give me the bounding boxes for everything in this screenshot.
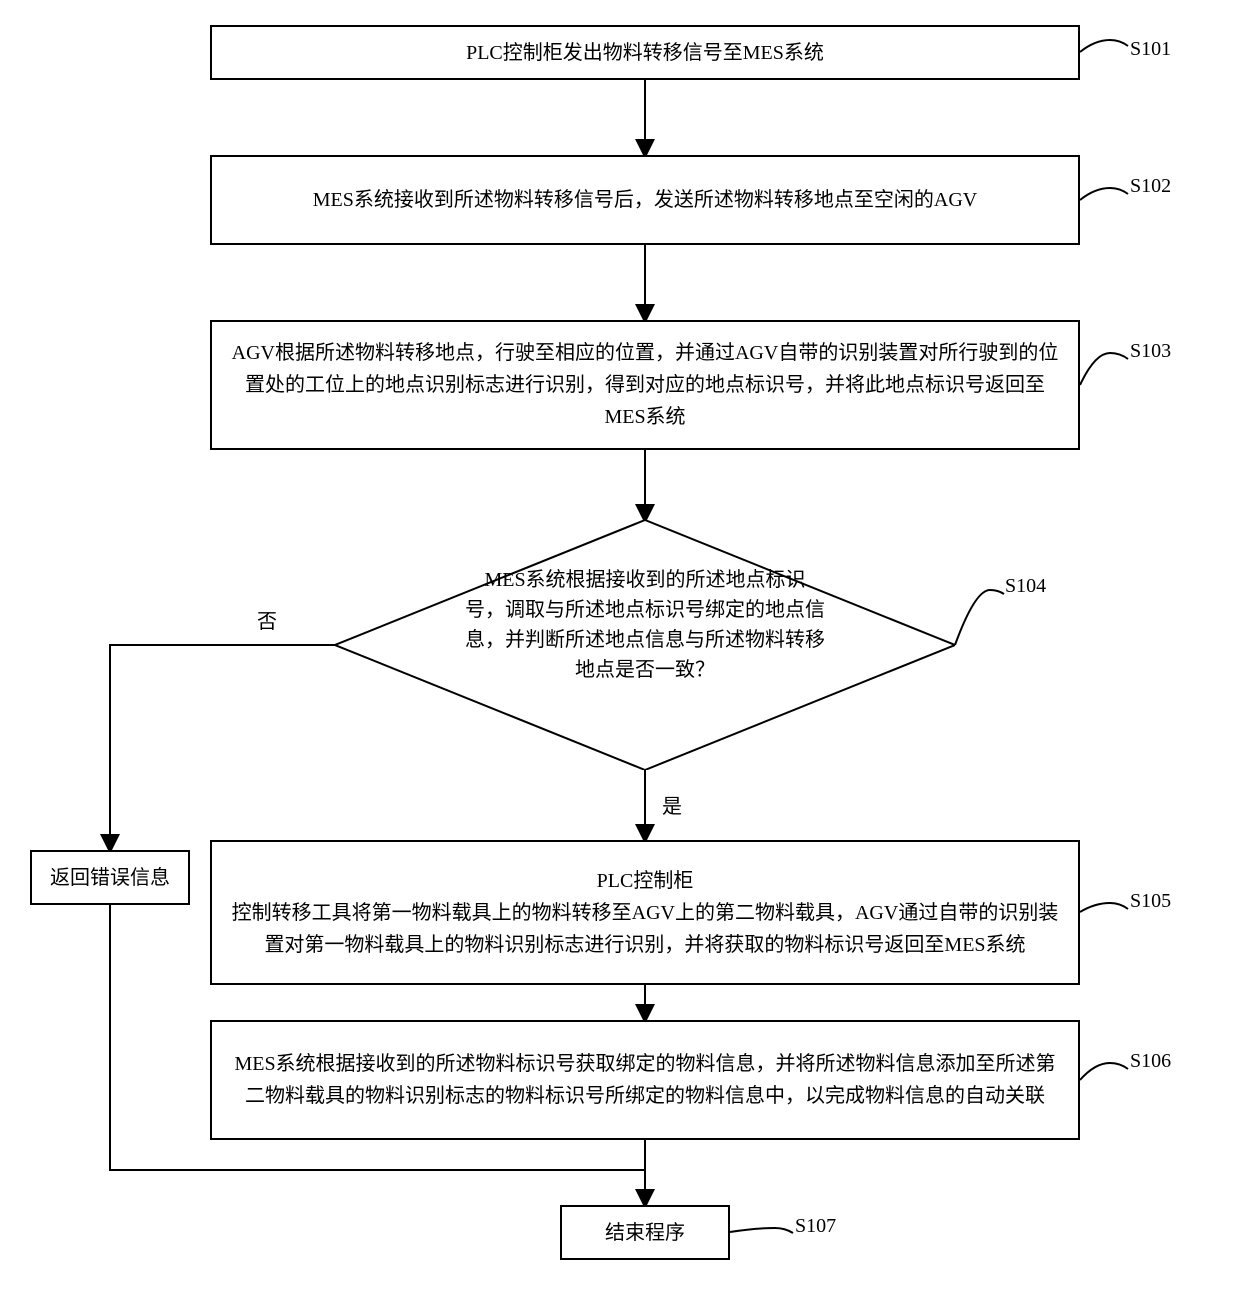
step-text: AGV根据所述物料转移地点，行驶至相应的位置，并通过AGV自带的识别装置对所行驶…	[228, 337, 1062, 433]
label-s107: S107	[795, 1215, 836, 1238]
step-s106: MES系统根据接收到的所述物料标识号获取绑定的物料信息，并将所述物料信息添加至所…	[210, 1020, 1080, 1140]
step-text: MES系统根据接收到的所述物料标识号获取绑定的物料信息，并将所述物料信息添加至所…	[228, 1048, 1062, 1112]
step-text: MES系统接收到所述物料转移信号后，发送所述物料转移地点至空闲的AGV	[313, 184, 977, 216]
label-s102: S102	[1130, 175, 1171, 198]
label-s104: S104	[1005, 575, 1046, 598]
label-s101: S101	[1130, 38, 1171, 61]
step-s107: 结束程序	[560, 1205, 730, 1260]
step-s103: AGV根据所述物料转移地点，行驶至相应的位置，并通过AGV自带的识别装置对所行驶…	[210, 320, 1080, 450]
flowchart-canvas: PLC控制柜发出物料转移信号至MES系统 MES系统接收到所述物料转移信号后，发…	[20, 20, 1220, 1271]
branch-no: 否	[255, 605, 279, 634]
step-text: 返回错误信息	[50, 862, 170, 894]
step-s101: PLC控制柜发出物料转移信号至MES系统	[210, 25, 1080, 80]
step-s105: PLC控制柜 控制转移工具将第一物料载具上的物料转移至AGV上的第二物料载具，A…	[210, 840, 1080, 985]
step-text: PLC控制柜发出物料转移信号至MES系统	[466, 37, 824, 69]
step-title: PLC控制柜	[597, 865, 694, 897]
label-s105: S105	[1130, 890, 1171, 913]
branch-yes: 是	[660, 790, 684, 819]
step-text: 控制转移工具将第一物料载具上的物料转移至AGV上的第二物料载具，AGV通过自带的…	[228, 897, 1062, 961]
label-s103: S103	[1130, 340, 1171, 363]
step-s102: MES系统接收到所述物料转移信号后，发送所述物料转移地点至空闲的AGV	[210, 155, 1080, 245]
step-text: 结束程序	[605, 1217, 685, 1249]
label-s106: S106	[1130, 1050, 1171, 1073]
error-box: 返回错误信息	[30, 850, 190, 905]
